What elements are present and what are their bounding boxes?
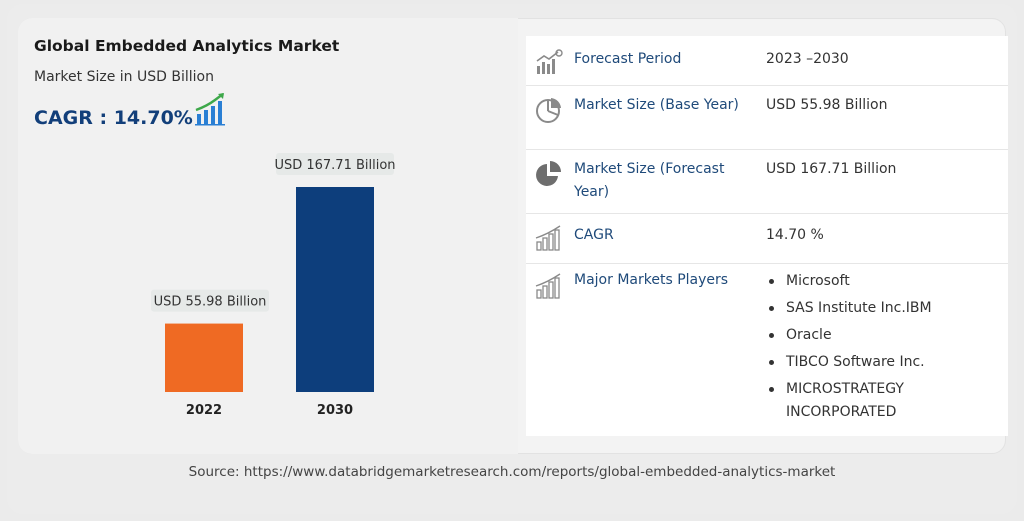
bar-2030 (296, 187, 374, 392)
chart-panel (18, 18, 518, 454)
row-label: Major Markets Players (574, 272, 729, 288)
table-row-cagr: CAGR 14.70 % (526, 214, 1008, 264)
row-value: USD 55.98 Billion (766, 97, 888, 113)
table-row-players: Major Markets Players Microsoft SAS Inst… (526, 264, 1008, 436)
row-value: 2023 –2030 (766, 51, 849, 67)
summary-table: Forecast Period 2023 –2030 Market Size (… (526, 36, 1008, 436)
row-value: 14.70 % (766, 227, 824, 243)
pie-outline-icon (536, 98, 561, 123)
data-label: USD 55.98 Billion (154, 295, 267, 310)
data-label-background (151, 289, 269, 312)
row-label: Forecast Period (574, 51, 682, 67)
bar-2022 (165, 323, 243, 392)
row-label: Market Size (Forecast Year) (574, 161, 725, 200)
table-row-base-year: Market Size (Base Year) USD 55.98 Billio… (526, 86, 1008, 150)
data-label: USD 167.71 Billion (274, 158, 395, 173)
chart-subtitle: Market Size in USD Billion (34, 69, 214, 85)
list-item: SAS Institute Inc.IBM (766, 297, 966, 320)
list-item: MICROSTRATEGY INCORPORATED (766, 378, 966, 424)
pie-solid-icon (536, 161, 561, 186)
list-item: Microsoft (766, 270, 966, 293)
row-value: USD 167.71 Billion (766, 161, 897, 177)
list-item: TIBCO Software Inc. (766, 351, 966, 374)
data-label-background (276, 153, 394, 175)
bar-chart: USD 55.98 Billion 2022 USD 167.71 Billion 2… (151, 153, 396, 418)
row-label: Market Size (Base Year) (574, 97, 739, 113)
growth-bars-icon (535, 225, 561, 251)
source-citation: Source: https://www.databridgemarketrese… (188, 464, 836, 480)
list-item: Oracle (766, 324, 966, 347)
forecast-chart-icon (536, 49, 563, 74)
row-label: CAGR (574, 227, 614, 243)
chart-title: Global Embedded Analytics Market (34, 37, 340, 55)
players-list: Microsoft SAS Institute Inc.IBM Oracle T… (766, 270, 966, 428)
growth-bars-icon (535, 273, 561, 299)
table-row-forecast-year: Market Size (Forecast Year) USD 167.71 B… (526, 150, 1008, 214)
category-label-2030: 2030 (317, 403, 353, 418)
growth-chart-icon (195, 93, 225, 126)
category-label-2022: 2022 (186, 403, 222, 418)
table-row-forecast-period: Forecast Period 2023 –2030 (526, 36, 1008, 86)
cagr-headline: CAGR : 14.70% (34, 107, 193, 129)
